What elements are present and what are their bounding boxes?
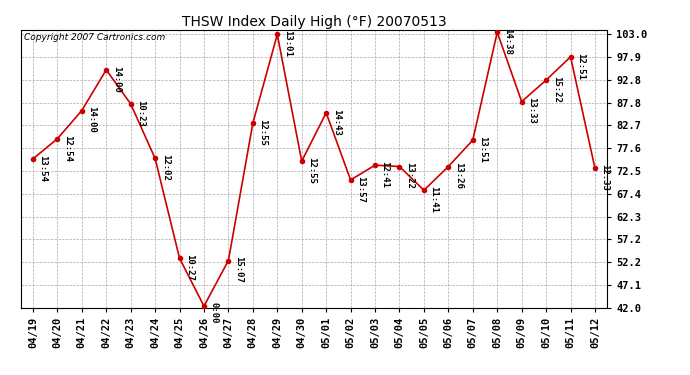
Text: 13:22: 13:22	[405, 162, 414, 189]
Text: 13:51: 13:51	[478, 136, 487, 163]
Text: 14:00: 14:00	[112, 66, 121, 93]
Text: 12:51: 12:51	[576, 53, 585, 80]
Text: 12:41: 12:41	[381, 161, 390, 188]
Text: 15:07: 15:07	[234, 256, 243, 283]
Title: THSW Index Daily High (°F) 20070513: THSW Index Daily High (°F) 20070513	[181, 15, 446, 29]
Text: 12:55: 12:55	[307, 157, 316, 184]
Text: 14:38: 14:38	[503, 28, 512, 55]
Text: 10:23: 10:23	[136, 100, 145, 126]
Text: 12:33: 12:33	[600, 164, 609, 191]
Text: 13:26: 13:26	[454, 162, 463, 189]
Text: 13:57: 13:57	[356, 176, 365, 203]
Text: 0:00: 0:00	[210, 302, 219, 324]
Text: 15:22: 15:22	[552, 76, 561, 103]
Text: 10:27: 10:27	[185, 254, 194, 281]
Text: 12:54: 12:54	[63, 135, 72, 162]
Text: 14:00: 14:00	[88, 106, 97, 133]
Text: 13:54: 13:54	[39, 155, 48, 182]
Text: 13:33: 13:33	[527, 98, 536, 124]
Text: 13:01: 13:01	[283, 30, 292, 57]
Text: 12:02: 12:02	[161, 154, 170, 181]
Text: 11:41: 11:41	[429, 186, 438, 213]
Text: 12:55: 12:55	[259, 119, 268, 146]
Text: Copyright 2007 Cartronics.com: Copyright 2007 Cartronics.com	[23, 33, 165, 42]
Text: 14:43: 14:43	[332, 109, 341, 135]
